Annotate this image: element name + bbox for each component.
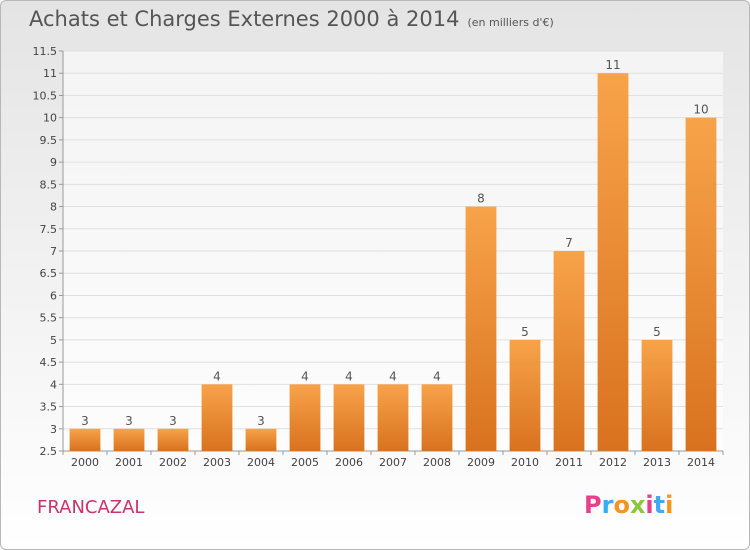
bar [421,384,453,451]
commune-name: FRANCAZAL [37,497,145,518]
x-tick-label: 2012 [599,456,627,469]
y-tick-label: 5 [50,334,57,347]
bar-value-label: 4 [433,369,441,383]
y-tick-label: 4.5 [40,356,58,369]
bar-value-label: 4 [301,369,309,383]
y-tick-label: 10 [43,112,57,125]
x-tick-label: 2006 [335,456,363,469]
bar [685,117,717,452]
bar-value-label: 11 [605,58,620,72]
y-tick-label: 8.5 [40,178,58,191]
x-tick-label: 2009 [467,456,495,469]
y-tick-label: 5.5 [40,312,58,325]
x-tick-label: 2005 [291,456,319,469]
y-tick-label: 6 [50,289,57,302]
x-tick-label: 2007 [379,456,407,469]
logo-letter: t [653,491,666,519]
bar-value-label: 10 [693,103,708,117]
bar-value-label: 8 [477,192,485,206]
bar [597,73,629,451]
title-text: Achats et Charges Externes 2000 à 2014 [29,7,460,31]
logo-letter: r [601,491,614,519]
x-tick-label: 2001 [115,456,143,469]
x-tick-label: 2002 [159,456,187,469]
bar-value-label: 3 [81,414,89,428]
y-tick-label: 3.5 [40,401,58,414]
x-tick-label: 2008 [423,456,451,469]
bar-value-label: 3 [169,414,177,428]
bar-value-label: 5 [521,325,529,339]
y-tick-label: 11 [43,67,57,80]
bar [509,339,541,451]
y-tick-label: 2.5 [40,445,58,458]
title-unit: (en milliers d'€) [467,16,554,29]
x-tick-label: 2000 [71,456,99,469]
bar [113,428,145,451]
bar-value-label: 7 [565,236,573,250]
bar [641,339,673,451]
bar-value-label: 4 [345,369,353,383]
bar-value-label: 4 [213,369,221,383]
bar [245,428,277,451]
bar-value-label: 3 [125,414,133,428]
x-tick-label: 2014 [687,456,715,469]
bar-value-label: 5 [653,325,661,339]
bar [201,384,233,451]
logo-letter: i [645,491,654,519]
y-tick-label: 9.5 [40,134,58,147]
x-tick-label: 2013 [643,456,671,469]
y-tick-label: 7.5 [40,223,58,236]
bar [157,428,189,451]
bar [289,384,321,451]
y-tick-label: 11.5 [33,45,58,58]
logo-letter: x [629,491,646,519]
bar [377,384,409,451]
y-tick-label: 7 [50,245,57,258]
logo-letter: P [584,491,602,519]
y-tick-label: 4 [50,378,57,391]
x-tick-label: 2011 [555,456,583,469]
x-tick-label: 2004 [247,456,275,469]
logo-letter: i [665,491,674,519]
y-tick-label: 8 [50,201,57,214]
chart-title: Achats et Charges Externes 2000 à 2014 (e… [29,7,554,31]
y-tick-label: 3 [50,423,57,436]
bar [553,251,585,451]
bar-value-label: 3 [257,414,265,428]
bar [333,384,365,451]
y-tick-label: 6.5 [40,267,58,280]
bar [69,428,101,451]
bar [465,206,497,451]
y-tick-label: 9 [50,156,57,169]
x-tick-label: 2010 [511,456,539,469]
logo-letter: o [613,491,630,519]
proxiti-logo: Proxiti [584,491,673,519]
y-tick-label: 10.5 [33,89,58,102]
x-tick-label: 2003 [203,456,231,469]
bar-value-label: 4 [389,369,397,383]
